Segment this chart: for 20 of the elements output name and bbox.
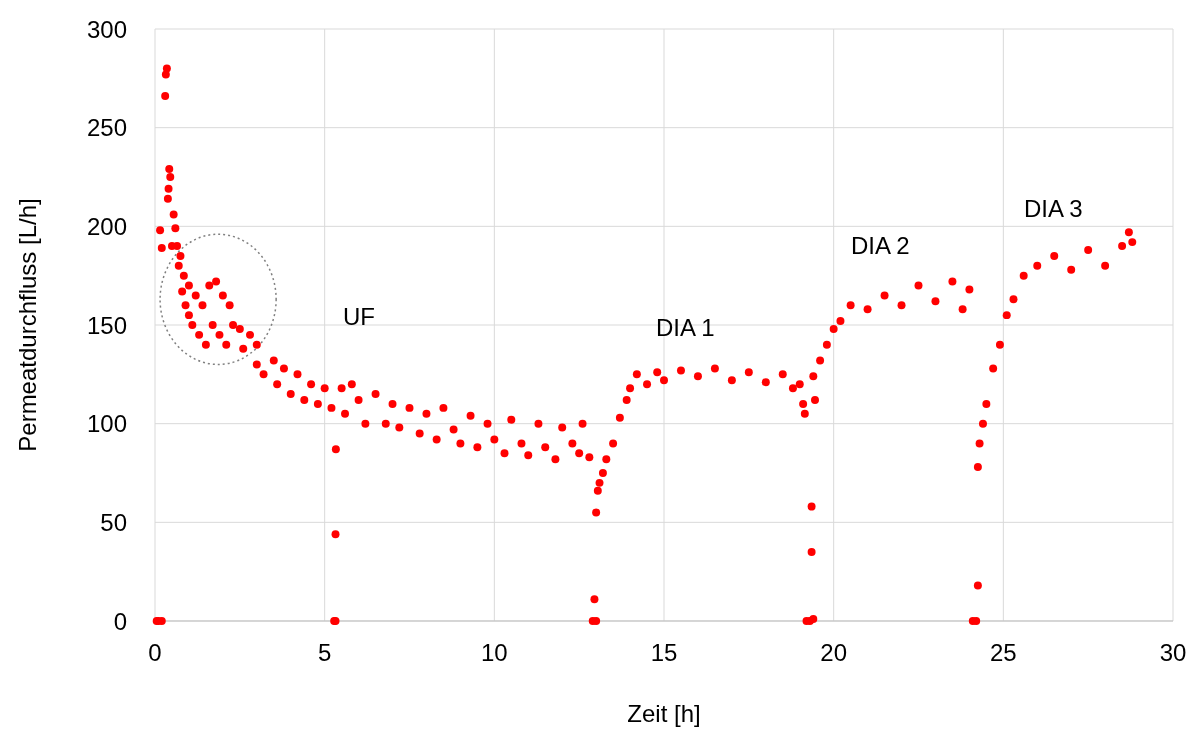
y-tick-label: 300 bbox=[86, 15, 127, 43]
x-tick-label: 10 bbox=[480, 639, 508, 666]
y-tick-label: 0 bbox=[113, 607, 127, 635]
y-tick-label: 150 bbox=[86, 311, 127, 339]
x-tick-label: 15 bbox=[650, 639, 678, 666]
y-tick-label: 200 bbox=[86, 212, 127, 240]
annotation: UF bbox=[343, 302, 375, 330]
annotation: DIA 2 bbox=[851, 231, 910, 259]
x-tick-label: 25 bbox=[989, 639, 1017, 666]
x-axis-title: Zeit [h] bbox=[627, 700, 701, 727]
annotation: DIA 1 bbox=[656, 313, 715, 341]
x-tick-label: 20 bbox=[820, 639, 848, 666]
y-axis-title: Permeatdurchfluss [L/h] bbox=[14, 198, 41, 452]
y-tick-label: 250 bbox=[86, 114, 127, 142]
annotation: DIA 3 bbox=[1024, 194, 1083, 222]
y-tick-label: 100 bbox=[86, 410, 127, 438]
x-tick-label: 0 bbox=[148, 639, 162, 666]
x-tick-label: 5 bbox=[317, 639, 332, 666]
x-tick-label: 30 bbox=[1159, 639, 1187, 666]
y-tick-label: 50 bbox=[100, 508, 127, 536]
